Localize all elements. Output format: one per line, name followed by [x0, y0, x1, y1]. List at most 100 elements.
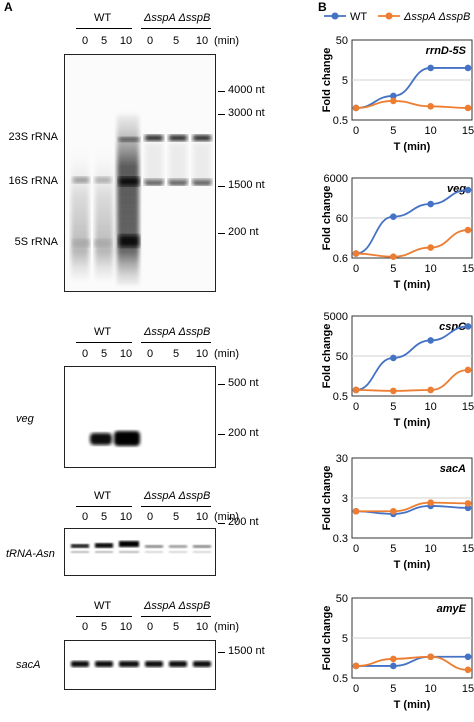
chart-title: cspC [439, 321, 467, 333]
data-point [427, 653, 434, 661]
x-tick-label: 15 [462, 683, 474, 695]
data-point [427, 200, 434, 208]
marker-tick [218, 186, 225, 187]
mutant-label: ΔsspA ΔsspB [144, 326, 211, 338]
y-tick-label: 50 [336, 593, 348, 605]
series-line [355, 229, 469, 258]
series-line [356, 655, 468, 667]
mutant-underline [141, 506, 211, 507]
series-line [355, 189, 469, 255]
y-tick-label: 0.6 [333, 253, 348, 265]
data-point [427, 386, 434, 394]
legend-wt-marker [331, 12, 339, 20]
lane-label: 5 [100, 621, 108, 633]
wt-label: WT [94, 490, 112, 502]
5s-rrna-label: 5S rRNA [14, 236, 58, 248]
y-tick-label: 50 [336, 351, 348, 363]
series-line [355, 655, 469, 671]
legend-mut-marker [385, 12, 393, 20]
data-point [464, 104, 472, 112]
chart-title: rrnD-5S [426, 45, 467, 57]
lane-label: 10 [195, 511, 209, 523]
gel-trna [64, 528, 216, 576]
lane-label: 5 [172, 621, 180, 633]
marker-tick [218, 91, 225, 92]
marker-label: 500 nt [228, 377, 259, 389]
y-axis-label: Fold change [321, 48, 333, 113]
saca-label: sacA [16, 659, 41, 671]
marker-label: 4000 nt [228, 84, 265, 96]
mutant-underline [141, 616, 211, 617]
lane-label: 5 [100, 35, 108, 47]
data-point [352, 507, 360, 515]
x-axis-label: T (min) [394, 141, 431, 153]
y-tick-label: 0.3 [333, 533, 348, 545]
y-tick-label: 5000 [324, 311, 348, 323]
gel-rrna [64, 54, 216, 292]
x-tick-label: 0 [353, 263, 359, 275]
marker-label: 200 nt [228, 226, 259, 238]
x-tick-label: 15 [462, 401, 474, 413]
y-axis-label: Fold change [321, 324, 333, 389]
x-tick-label: 15 [462, 263, 474, 275]
data-point [464, 186, 472, 194]
data-point [464, 226, 472, 234]
x-tick-label: 5 [390, 543, 396, 555]
x-tick-label: 0 [353, 683, 359, 695]
x-tick-label: 5 [390, 683, 396, 695]
trna-asn-label: tRNA-Asn [6, 548, 55, 560]
x-axis-label: T (min) [394, 559, 431, 571]
unit-label: (min) [214, 35, 240, 47]
data-point [464, 653, 472, 661]
data-point [390, 213, 397, 220]
chart-amye: 0.5 5 50 0 5 10 15 T (min) Fold change amyE [321, 593, 474, 711]
y-tick-label: 0.5 [333, 673, 348, 685]
data-point [390, 662, 397, 670]
x-axis-label: T (min) [394, 279, 431, 291]
23s-rrna-label: 23S rRNA [8, 131, 58, 143]
marker-label: 200 nt [228, 427, 259, 439]
data-point [390, 354, 397, 362]
lane-label: 0 [81, 511, 89, 523]
y-tick-label: 6000 [324, 173, 348, 185]
gel-trna-image [71, 541, 211, 553]
gel-veg [64, 366, 216, 468]
x-tick-label: 10 [425, 401, 437, 413]
marker-label: 3000 nt [228, 107, 265, 119]
lane-label: 5 [100, 511, 108, 523]
data-point [390, 92, 397, 100]
wt-label: WT [94, 326, 112, 338]
marker-label: 1500 nt [228, 179, 265, 191]
series-line [355, 67, 468, 109]
gel-saca-image [71, 661, 211, 667]
y-tick-label: 5 [342, 633, 348, 645]
x-tick-label: 5 [390, 125, 396, 137]
wt-label: WT [94, 600, 112, 612]
data-point [464, 323, 472, 330]
y-tick-label: 30 [336, 453, 348, 465]
unit-label: (min) [214, 511, 240, 523]
chart-legend: WT ΔsspA ΔsspB [324, 11, 470, 23]
chart-title: amyE [437, 603, 467, 615]
lane-label: 0 [81, 35, 89, 47]
lane-label: 10 [119, 621, 133, 633]
gel-veg-image [90, 431, 140, 446]
marker-label: 1500 nt [228, 645, 265, 657]
data-point [427, 64, 434, 72]
data-point [390, 387, 397, 395]
lane-label: 10 [195, 35, 209, 47]
legend-wt-label: WT [350, 11, 367, 23]
lane-label: 0 [146, 348, 154, 360]
chart-title: sacA [440, 463, 466, 475]
data-point [464, 366, 472, 374]
unit-label: (min) [214, 348, 240, 360]
y-tick-label: 0.5 [333, 115, 348, 127]
data-point [427, 103, 434, 110]
x-tick-label: 10 [425, 683, 437, 695]
y-tick-label: 3 [342, 493, 348, 505]
lane-label: 0 [146, 621, 154, 633]
x-tick-label: 10 [425, 125, 437, 137]
chart-veg: 0.6 60 6000 0 5 10 15 T (min) Fold change veg [321, 173, 474, 291]
y-tick-label: 50 [336, 35, 348, 47]
x-tick-label: 0 [353, 125, 359, 137]
